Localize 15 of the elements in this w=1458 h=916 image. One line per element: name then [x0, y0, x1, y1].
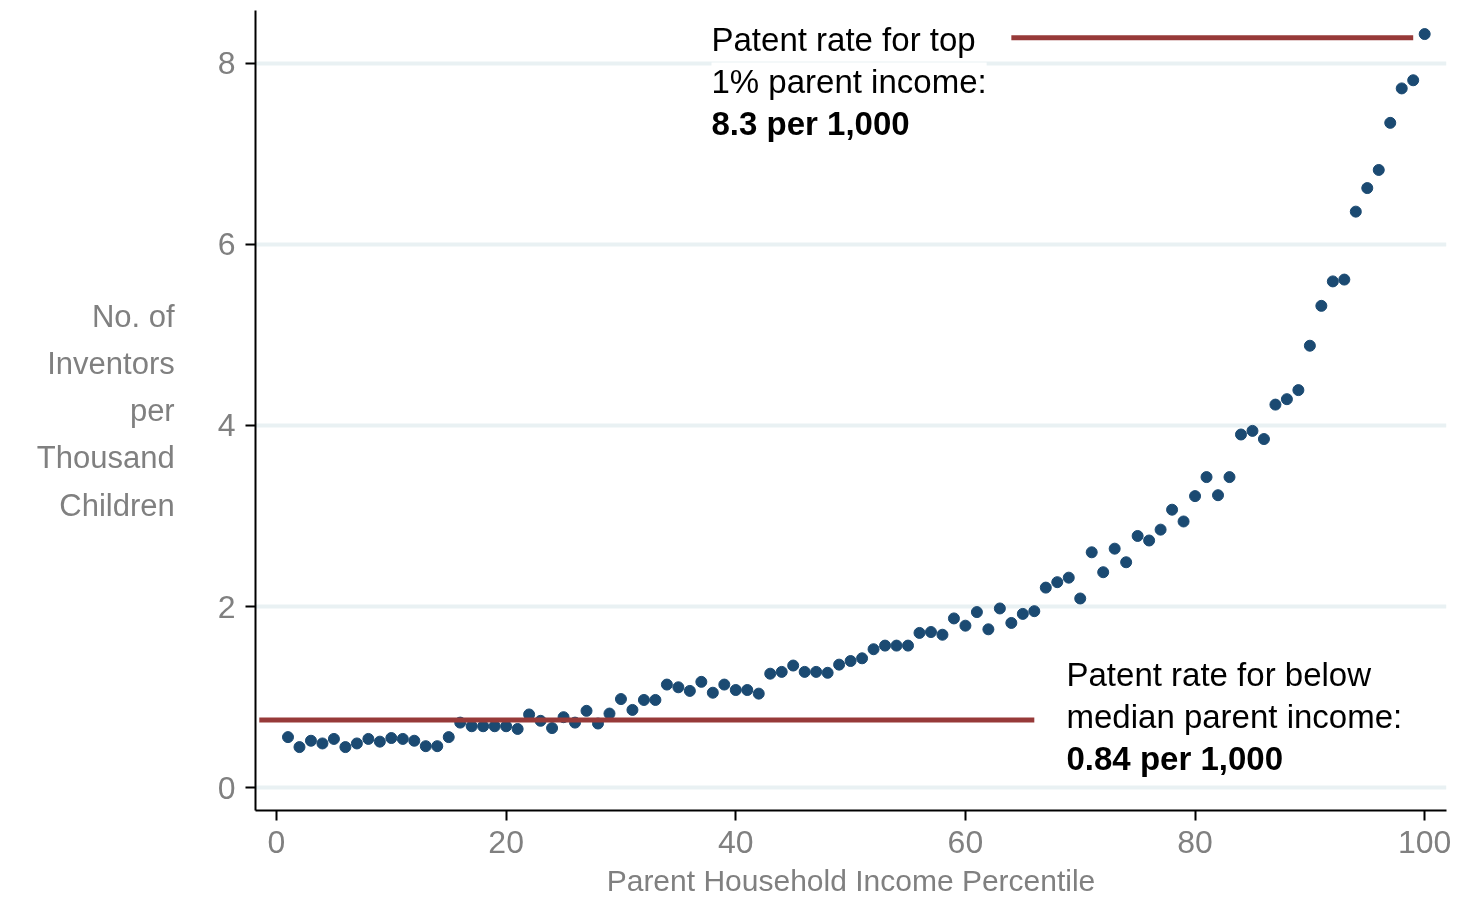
y-tick-label: 2 — [217, 588, 236, 625]
annotation: Patent rate for below median parent income: 0.84 per 1,000 — [1066, 655, 1403, 777]
y-tick-label: 8 — [217, 45, 236, 82]
y-tick-label: 6 — [217, 226, 236, 263]
x-tick-label: 60 — [947, 823, 984, 860]
annotation: Patent rate for top 1% parent income: 8.3 per 1,000 — [711, 20, 987, 142]
y-axis-title: No. of Inventors per Thousand Children — [36, 298, 176, 523]
x-tick-label: 0 — [267, 823, 286, 860]
x-axis-title: Parent Household Income Percentile — [606, 863, 1096, 897]
x-tick-label: 80 — [1177, 823, 1213, 860]
y-tick-label: 4 — [217, 407, 236, 444]
x-tick-label: 100 — [1397, 823, 1452, 860]
x-tick-label: 20 — [488, 823, 524, 860]
x-tick-label: 40 — [717, 823, 754, 860]
y-tick-label: 0 — [217, 769, 236, 806]
